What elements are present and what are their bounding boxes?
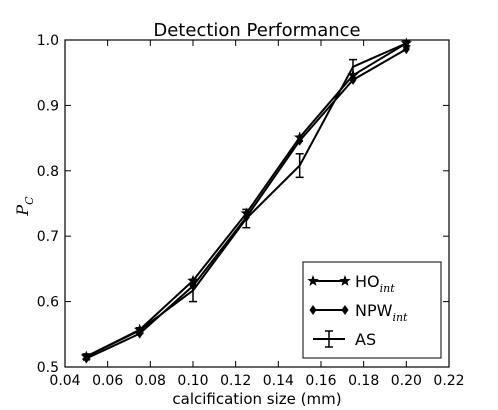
legend-label: AS (355, 330, 376, 349)
x-tick-label: 0.04 (49, 373, 80, 389)
y-tick-label: 1.0 (37, 33, 59, 49)
legend-item: AS (313, 330, 376, 349)
x-axis-label: calcification size (mm) (172, 390, 341, 408)
chart-title: Detection Performance (153, 20, 360, 41)
y-tick-label: 0.9 (37, 98, 59, 114)
legend-item: HOint (307, 272, 395, 295)
x-tick-label: 0.18 (348, 373, 379, 389)
y-tick-label: 0.5 (37, 360, 59, 376)
plot-frame (64, 39, 450, 368)
legend-diamond-marker (309, 305, 317, 315)
x-tick-label: 0.20 (391, 373, 422, 389)
diamond-marker (349, 74, 357, 85)
diamond-marker (402, 44, 410, 55)
x-tick-label: 0.06 (92, 373, 123, 389)
legend-star-marker (339, 275, 351, 286)
y-axis-label-sub: C (23, 196, 36, 205)
x-tick-label: 0.12 (220, 373, 251, 389)
legend-label: HOint (355, 272, 395, 295)
x-tick-label: 0.10 (177, 373, 208, 389)
legend-item: NPWint (309, 301, 408, 324)
legend: HOint NPWint AS (302, 261, 442, 359)
x-tick-label: 0.14 (263, 373, 294, 389)
series-layer (80, 37, 413, 364)
series-as (82, 39, 411, 360)
legend-star-marker (307, 275, 319, 286)
axes: 0.04 0.06 0.08 0.10 0.12 0.14 0.16 0.18 0.20 0.22… (37, 33, 465, 389)
legend-label: NPWint (355, 301, 408, 324)
x-tick-label: 0.16 (305, 373, 336, 389)
y-tick-label: 0.7 (37, 229, 59, 245)
x-tick-label: 0.08 (135, 373, 166, 389)
y-axis-label-main: P (13, 205, 32, 217)
y-axis-label: PC (13, 196, 36, 217)
y-tick-label: 0.8 (37, 164, 59, 180)
y-tick-label: 0.6 (37, 295, 59, 311)
legend-diamond-marker (341, 305, 349, 315)
diamond-marker (296, 135, 304, 146)
x-tick-label: 0.22 (433, 373, 464, 389)
